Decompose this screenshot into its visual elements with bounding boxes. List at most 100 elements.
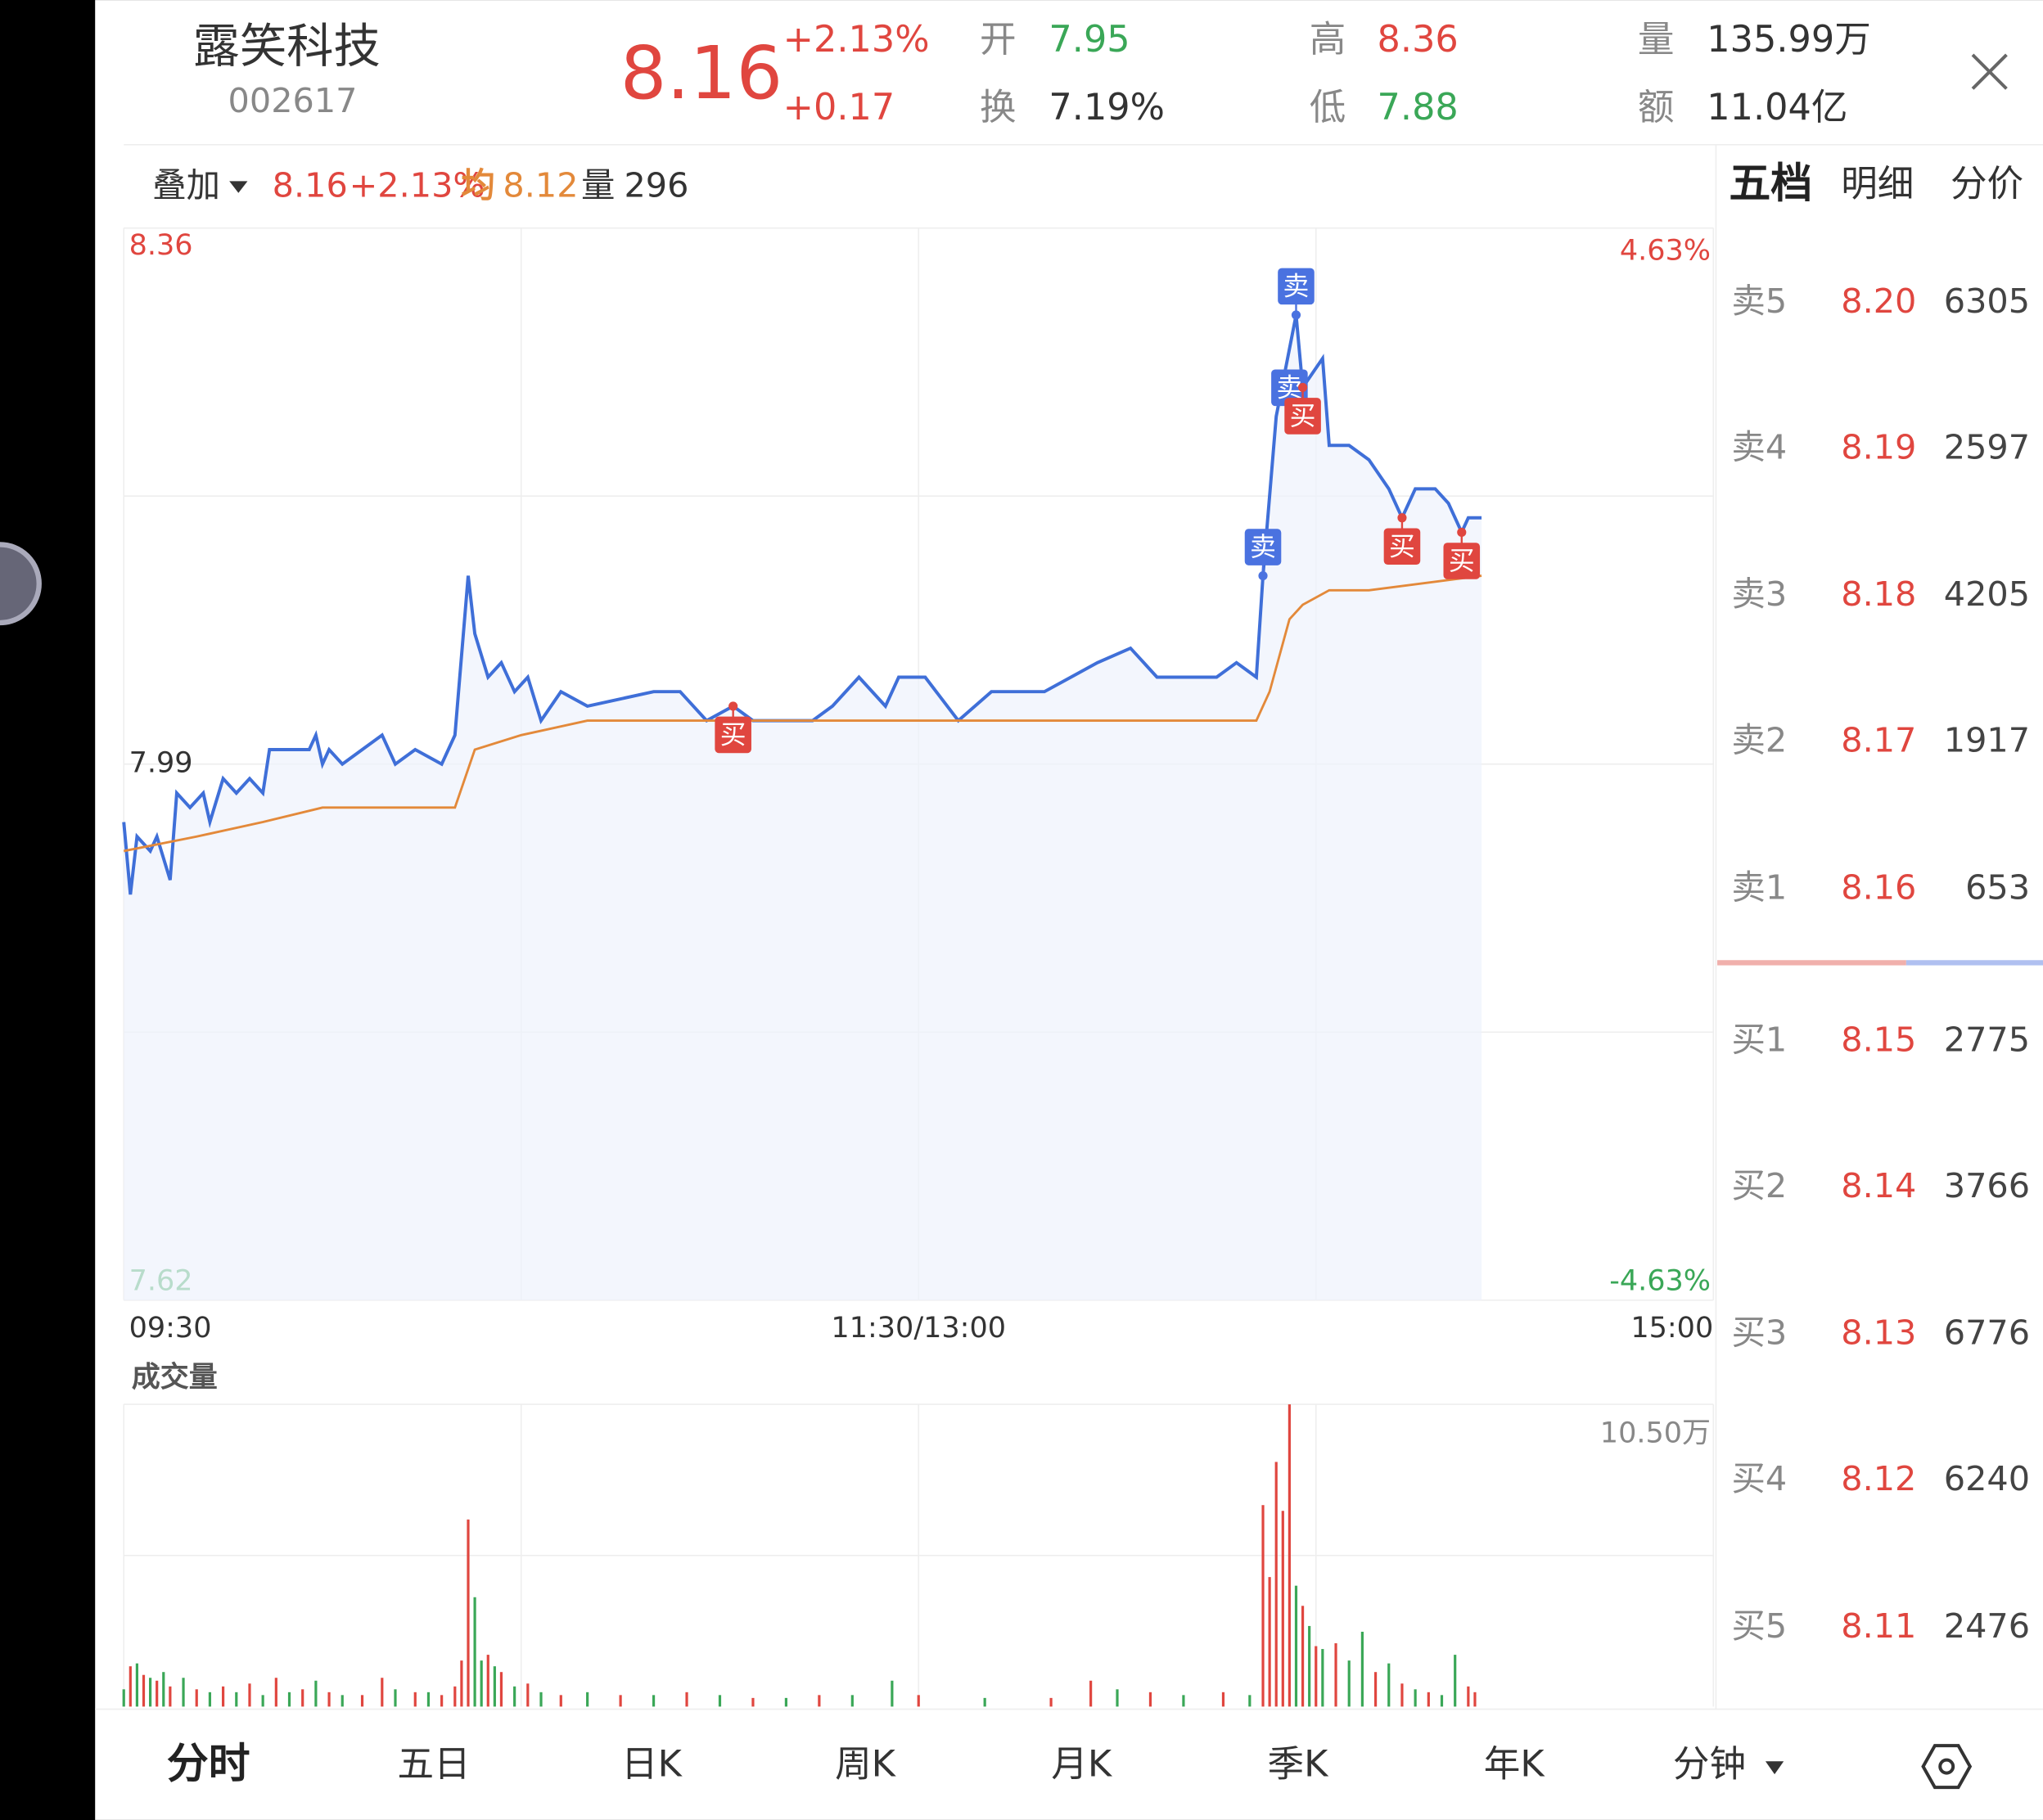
volume-bar <box>340 1695 344 1707</box>
settings-button[interactable] <box>1921 1744 1973 1790</box>
stat-value: 8.36 <box>1378 18 1459 61</box>
annotation-dot <box>1258 570 1268 581</box>
book-price: 8.12 <box>1841 1459 1916 1498</box>
y-tick-label: 8.36 <box>129 228 193 262</box>
volume-bar <box>1427 1692 1430 1707</box>
volume-bar <box>1274 1462 1278 1707</box>
x-tick-label: 09:30 <box>129 1311 212 1345</box>
annotation-box <box>1284 398 1321 435</box>
bottom-tab[interactable]: 年K <box>1484 1743 1546 1786</box>
volume-bar <box>460 1660 463 1707</box>
info-price: 8.16 <box>273 165 348 205</box>
volume-bar <box>1387 1663 1391 1707</box>
stat-label: 高 <box>1310 18 1346 61</box>
book-label: 买3 <box>1732 1313 1788 1353</box>
volume-bar <box>559 1695 562 1707</box>
volume-bar <box>413 1692 417 1707</box>
annotation-box <box>715 716 751 754</box>
info-vol: 296 <box>624 165 688 205</box>
book-volume: 6776 <box>1944 1313 2030 1353</box>
volume-bar <box>149 1678 152 1707</box>
volume-bar <box>513 1686 516 1707</box>
volume-bar <box>1268 1577 1271 1707</box>
bottom-tab[interactable]: 分时 <box>167 1741 250 1789</box>
volume-bar <box>493 1666 496 1707</box>
volume-bar <box>381 1678 384 1707</box>
floating-button[interactable] <box>0 542 42 626</box>
dropdown-icon <box>229 181 248 193</box>
volume-bar <box>426 1692 431 1707</box>
y-tick-label: 7.99 <box>129 746 193 780</box>
bottom-tab[interactable]: 日K <box>621 1743 683 1786</box>
annotation-box <box>1383 528 1421 565</box>
volume-bar <box>261 1695 264 1707</box>
settings-icon <box>1938 1758 1955 1775</box>
book-price: 8.16 <box>1841 867 1916 907</box>
book-price: 8.18 <box>1841 574 1916 614</box>
volume-bar <box>1334 1643 1337 1707</box>
book-volume: 4205 <box>1944 574 2030 614</box>
stock-code: 002617 <box>228 81 358 120</box>
stat-value: 7.19% <box>1049 86 1165 128</box>
stat-label: 换 <box>980 86 1017 128</box>
volume-bar <box>1089 1680 1093 1707</box>
book-price: 8.14 <box>1841 1166 1916 1205</box>
book-price: 8.19 <box>1841 427 1916 466</box>
tab[interactable]: 明细 <box>1841 163 1914 205</box>
x-tick-label: 11:30/13:00 <box>831 1311 1006 1345</box>
annotation-label: 买 <box>1389 530 1415 561</box>
volume-bar <box>1288 1404 1291 1707</box>
annotation-dot <box>1298 382 1308 392</box>
overlay-button[interactable]: 叠加 <box>152 165 220 205</box>
volume-bar <box>394 1689 397 1707</box>
book-volume: 2775 <box>1944 1020 2030 1060</box>
bottom-tab[interactable]: 分钟 <box>1673 1743 1746 1786</box>
book-label: 买4 <box>1732 1459 1788 1498</box>
volume-bar <box>784 1697 787 1707</box>
tab[interactable]: 分价 <box>1951 163 2023 205</box>
stat-label: 额 <box>1638 86 1675 128</box>
volume-bar <box>499 1672 503 1707</box>
bottom-tab[interactable]: 月K <box>1051 1743 1113 1786</box>
volume-bar <box>440 1695 444 1707</box>
book-volume: 2476 <box>1944 1606 2030 1646</box>
volume-bar <box>1440 1695 1444 1707</box>
annotation-label: 卖 <box>1283 270 1310 301</box>
bottom-tab[interactable]: 季K <box>1268 1743 1330 1786</box>
volume-bar <box>652 1695 656 1707</box>
volume-bar <box>1248 1695 1252 1707</box>
volume-bar <box>142 1674 146 1707</box>
volume-bar <box>208 1692 212 1707</box>
bottom-tab[interactable]: 周K <box>835 1743 897 1786</box>
tab[interactable]: 五档 <box>1729 160 1812 209</box>
volume-bar <box>453 1686 457 1707</box>
book-label: 卖4 <box>1732 427 1788 466</box>
info-vol-label: 量 <box>581 165 615 205</box>
stat-value: 7.95 <box>1049 18 1130 61</box>
volume-tick-label: 10.50万 <box>1600 1417 1711 1450</box>
volume-bar <box>1321 1649 1324 1707</box>
stat-label: 量 <box>1638 18 1675 61</box>
info-avg-label: 均 <box>462 165 495 205</box>
book-volume: 3766 <box>1944 1166 2030 1205</box>
volume-bar <box>685 1692 688 1707</box>
volume-bar <box>222 1686 225 1707</box>
book-volume: 6305 <box>1944 282 2030 321</box>
volume-bar <box>1301 1606 1305 1707</box>
volume-bar <box>135 1663 138 1707</box>
volume-bar <box>983 1697 986 1707</box>
volume-bar <box>891 1680 894 1707</box>
book-price: 8.11 <box>1841 1606 1916 1646</box>
book-label: 买5 <box>1732 1606 1788 1646</box>
annotation-box <box>1443 543 1481 579</box>
volume-bar <box>301 1689 304 1707</box>
info-change: +2.13% <box>350 165 485 205</box>
bottom-tab[interactable]: 五日 <box>398 1743 471 1786</box>
volume-bar <box>486 1655 489 1707</box>
volume-bar <box>1308 1625 1311 1707</box>
volume-bar <box>360 1695 364 1707</box>
close-button[interactable] <box>1971 53 2008 90</box>
volume-bar <box>473 1597 476 1707</box>
volume-bar <box>1148 1692 1152 1707</box>
